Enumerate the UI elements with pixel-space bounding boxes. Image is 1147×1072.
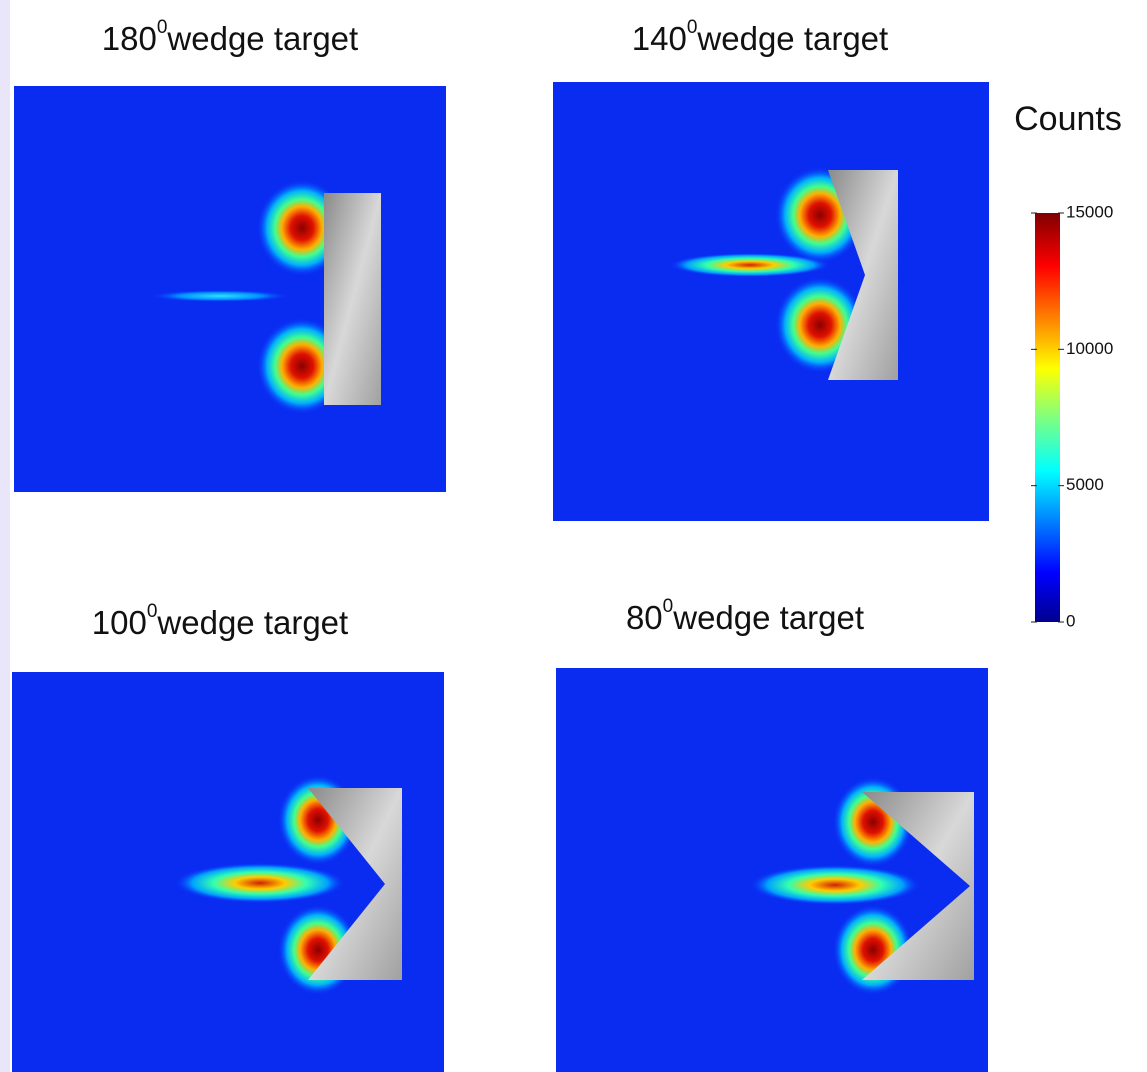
heatmap-panel	[553, 82, 989, 521]
panel-title: 800wedge target	[626, 596, 864, 636]
panel-angle-superscript: 0	[147, 601, 158, 622]
panel-title-text: wedge target	[156, 604, 348, 641]
panel-title: 1000wedge target	[92, 601, 348, 641]
colorbar-tick-label: 0	[1066, 611, 1075, 630]
panel-angle: 140	[632, 20, 687, 57]
heatmap-panel	[14, 86, 446, 492]
colorbar-tick-label: 5000	[1066, 475, 1104, 494]
colorbar	[1035, 213, 1060, 622]
panel-title-text: wedge target	[696, 20, 888, 57]
panel-angle: 100	[92, 604, 147, 641]
colorbar-tick-label: 15000	[1066, 202, 1113, 221]
panel-angle-superscript: 0	[687, 17, 698, 38]
panel-angle-superscript: 0	[663, 596, 674, 617]
heatmap-panel	[556, 668, 988, 1072]
colorbar-tick-label: 10000	[1066, 339, 1113, 358]
panel-title-text: wedge target	[672, 599, 864, 636]
left-strip	[0, 0, 10, 1072]
colorbar-label: Counts	[1014, 100, 1122, 138]
panel-title: 1800wedge target	[102, 17, 358, 57]
panel-angle-superscript: 0	[157, 17, 168, 38]
panel-title: 1400wedge target	[632, 17, 888, 57]
panel-title-text: wedge target	[166, 20, 358, 57]
panel-angle: 80	[626, 599, 663, 636]
panel-angle: 180	[102, 20, 157, 57]
heatmap-panel	[12, 672, 444, 1072]
